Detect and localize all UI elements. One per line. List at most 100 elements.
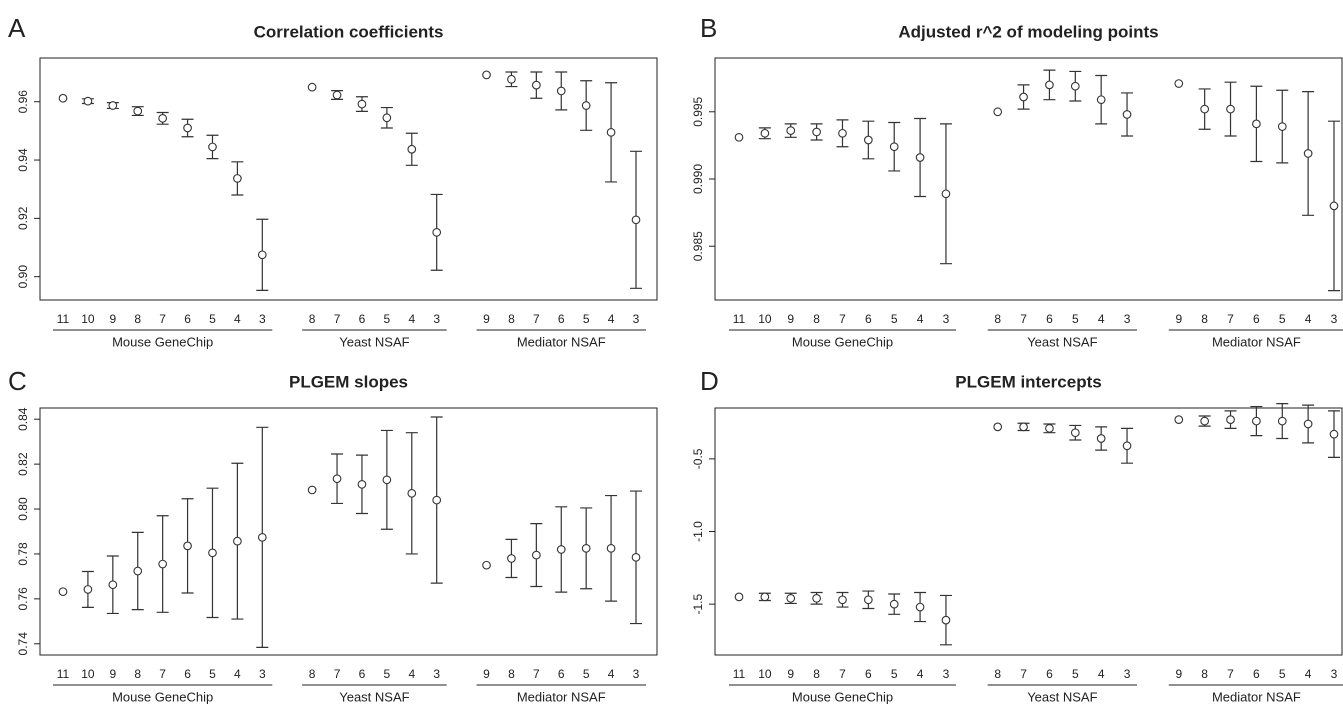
x-tick-label: 9 [1175, 667, 1182, 681]
x-tick-label: 8 [994, 312, 1001, 326]
point [941, 189, 951, 199]
group-label: Mediator NSAF [517, 334, 606, 349]
y-tick-label: 0.985 [691, 231, 705, 261]
x-tick-label: 3 [1331, 667, 1338, 681]
x-tick-label: 7 [159, 667, 166, 681]
x-tick-label: 6 [1253, 312, 1260, 326]
point [407, 144, 417, 154]
point [838, 128, 847, 138]
x-tick-label: 9 [109, 312, 116, 326]
point [183, 123, 192, 133]
point [760, 128, 770, 138]
x-tick-label: 6 [1046, 667, 1053, 681]
panel-label: C [8, 366, 27, 396]
y-tick-label: 0.76 [16, 587, 30, 611]
point [507, 74, 516, 84]
x-tick-label: 5 [1072, 312, 1079, 326]
point [257, 250, 267, 260]
point [1277, 416, 1287, 426]
point [556, 86, 566, 96]
point [332, 90, 342, 100]
y-tick-label: 0.92 [16, 206, 30, 230]
point [1122, 110, 1132, 119]
point [1329, 201, 1339, 211]
point [482, 70, 491, 80]
y-tick-label: -1.0 [691, 521, 705, 542]
y-tick-label: 0.995 [691, 96, 705, 126]
point [889, 599, 899, 609]
point [1045, 423, 1054, 433]
y-tick-label: 0.990 [691, 164, 705, 194]
point [1303, 149, 1313, 158]
group-label: Yeast NSAF [1027, 689, 1097, 704]
x-tick-label: 4 [1305, 312, 1312, 326]
point [531, 80, 541, 90]
x-tick-label: 7 [1020, 667, 1027, 681]
x-tick-label: 7 [1227, 312, 1234, 326]
point [108, 101, 118, 110]
x-tick-label: 6 [359, 667, 366, 681]
x-tick-label: 8 [309, 312, 316, 326]
x-tick-label: 8 [813, 312, 820, 326]
point [307, 485, 317, 495]
x-tick-label: 10 [81, 667, 95, 681]
point [158, 114, 168, 123]
point [1226, 104, 1235, 114]
point [482, 560, 491, 570]
x-tick-label: 8 [508, 667, 515, 681]
point [1200, 416, 1210, 426]
x-tick-label: 7 [159, 312, 166, 326]
point [863, 135, 873, 145]
x-tick-label: 11 [733, 312, 746, 326]
x-tick-label: 3 [1124, 667, 1131, 681]
point [83, 96, 93, 106]
y-tick-label: 0.96 [16, 90, 30, 114]
group-label: Mouse GeneChip [112, 689, 213, 704]
panel-label: B [700, 13, 717, 43]
x-tick-label: 7 [533, 667, 540, 681]
point [133, 566, 143, 576]
x-tick-label: 3 [633, 667, 640, 681]
point [108, 580, 118, 590]
x-tick-label: 6 [865, 667, 872, 681]
group-label: Mediator NSAF [1212, 689, 1301, 704]
x-tick-label: 9 [1175, 312, 1182, 326]
panel-label: A [8, 13, 26, 43]
point [631, 552, 641, 562]
point [183, 541, 192, 551]
chart-title: Adjusted r^2 of modeling points [898, 22, 1158, 41]
point [1329, 429, 1339, 439]
x-tick-label: 3 [633, 312, 640, 326]
point [1174, 79, 1184, 88]
point [233, 536, 242, 546]
point [941, 615, 951, 625]
x-tick-label: 7 [839, 667, 846, 681]
x-tick-label: 3 [943, 312, 950, 326]
point [606, 543, 616, 553]
point [1096, 95, 1106, 105]
x-tick-label: 4 [234, 312, 241, 326]
point [208, 142, 217, 152]
point [993, 107, 1003, 117]
point [760, 592, 770, 602]
x-tick-label: 5 [891, 312, 898, 326]
x-tick-label: 9 [109, 667, 116, 681]
point [432, 228, 442, 237]
x-tick-label: 3 [259, 667, 266, 681]
group-label: Mouse GeneChip [792, 689, 893, 704]
x-tick-label: 4 [1098, 667, 1105, 681]
x-tick-label: 5 [384, 312, 391, 326]
point [357, 99, 367, 109]
point [1226, 415, 1235, 424]
point [357, 479, 367, 489]
x-tick-label: 8 [134, 312, 141, 326]
point [1122, 441, 1132, 451]
y-tick-label: -0.5 [691, 448, 705, 469]
x-tick-label: 11 [57, 667, 70, 681]
x-tick-label: 9 [787, 667, 794, 681]
x-tick-label: 5 [384, 667, 391, 681]
y-tick-label: 0.78 [16, 542, 30, 566]
x-tick-label: 10 [758, 667, 772, 681]
x-tick-label: 8 [1201, 312, 1208, 326]
